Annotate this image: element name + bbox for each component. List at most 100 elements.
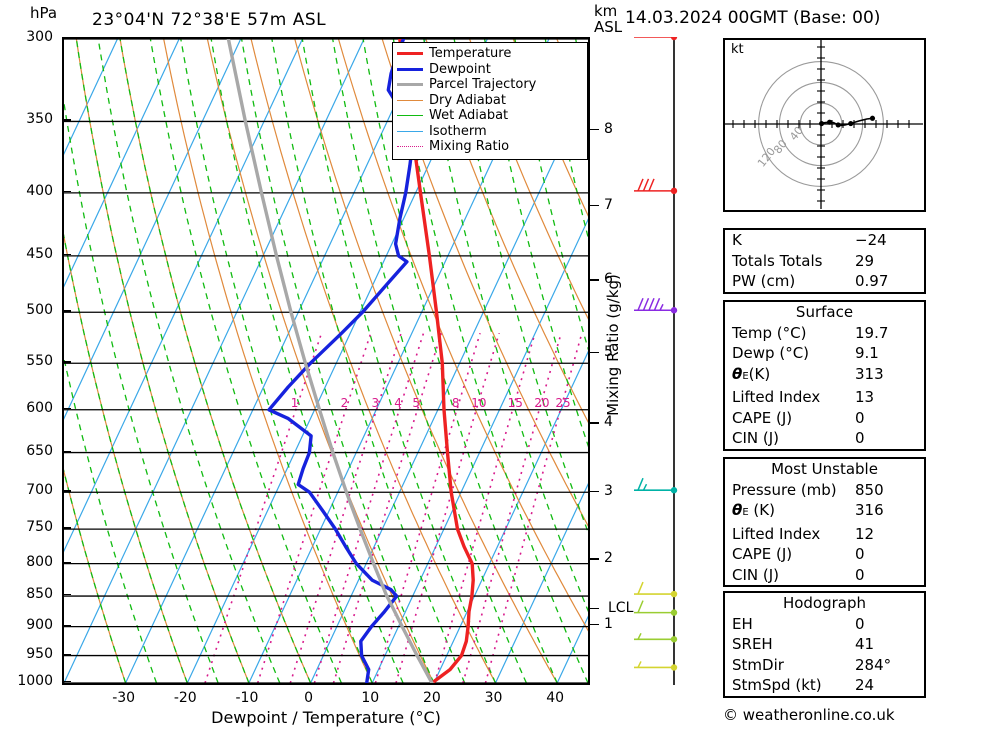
hodograph-unit-label: kt — [731, 42, 744, 57]
index-value: −24 — [855, 231, 887, 249]
lcl-label: LCL — [608, 599, 634, 616]
surface-parcel-box: Surface Temp (°C) 19.7 Dewp (°C) 9.1 θE(K) 313… — [723, 300, 926, 451]
index-key: PW (cm) — [732, 272, 796, 290]
pressure-tick — [62, 310, 71, 312]
pressure-tick-label: 1000 — [17, 673, 53, 689]
svg-text:25: 25 — [555, 396, 570, 410]
legend-label: Dewpoint — [429, 61, 491, 77]
pressure-tick-label: 700 — [26, 482, 53, 499]
surface-key: Dewp (°C) — [732, 344, 810, 362]
wind-barb — [634, 178, 678, 195]
unstable-row: Pressure (mb) 850 — [725, 480, 924, 501]
hodostat-key: EH — [732, 614, 753, 633]
pressure-tick-label: 500 — [26, 302, 53, 319]
legend-item: Dry Adiabat — [397, 93, 583, 109]
surface-key: CIN (J) — [732, 429, 780, 447]
height-tick — [590, 128, 599, 130]
svg-text:20: 20 — [534, 396, 549, 410]
pressure-tick-label: 400 — [26, 182, 53, 199]
legend-swatch — [397, 99, 423, 101]
pressure-tick — [62, 190, 71, 193]
hodostat-row: EH 0 — [725, 614, 924, 635]
surface-row: θE(K) 313 — [725, 364, 924, 388]
hodostat-row: SREH 41 — [725, 634, 924, 655]
svg-text:10: 10 — [471, 396, 486, 410]
surface-row: Temp (°C) 19.7 — [725, 323, 924, 344]
unstable-key: CIN (J) — [732, 565, 780, 584]
height-tick-label: 8 — [604, 120, 613, 137]
pressure-tick — [62, 37, 71, 39]
pressure-tick — [62, 624, 71, 627]
pressure-tick — [62, 490, 71, 492]
pressure-tick-label: 950 — [26, 645, 53, 662]
surface-value: 9.1 — [855, 344, 879, 362]
pressure-unit-label: hPa — [30, 4, 58, 22]
surface-row: Lifted Index 13 — [725, 387, 924, 408]
most-unstable-box: Most Unstable Pressure (mb) 850 θE (K) 316 Li… — [723, 457, 926, 587]
pressure-tick — [62, 407, 71, 410]
surface-row: Dewp (°C) 9.1 — [725, 343, 924, 364]
wind-barb — [634, 632, 678, 643]
legend-label: Isotherm — [429, 123, 487, 139]
legend-label: Temperature — [429, 46, 512, 62]
legend-item: Wet Adiabat — [397, 108, 583, 124]
pressure-tick-label: 650 — [26, 442, 53, 459]
svg-text:5: 5 — [412, 396, 420, 410]
hodograph-box: kt 40 80 120 — [723, 38, 926, 212]
legend-swatch — [397, 67, 423, 71]
height-tick-label: 6 — [604, 271, 613, 288]
hodostat-value: 284° — [855, 655, 892, 674]
surface-value: 19.7 — [855, 323, 889, 342]
legend-swatch — [397, 146, 423, 148]
surface-row: CIN (J) 0 — [725, 428, 924, 449]
legend-item: Isotherm — [397, 124, 583, 140]
index-row: K −24 — [725, 230, 924, 251]
unstable-row: CIN (J) 0 — [725, 565, 924, 586]
index-value: 0.97 — [855, 272, 889, 290]
pressure-tick-label: 300 — [26, 29, 53, 45]
temperature-tick-label: 40 — [546, 690, 565, 706]
unstable-key: Lifted Index — [732, 524, 821, 543]
pressure-tick — [62, 561, 71, 564]
temperature-tick-label: -10 — [235, 690, 259, 706]
pressure-tick-label: 350 — [26, 111, 53, 128]
surface-value: 313 — [855, 364, 884, 383]
model-run-title: 14.03.2024 00GMT (Base: 00) — [625, 8, 881, 28]
wind-barb-svg — [634, 25, 678, 685]
height-tick-label: 7 — [604, 196, 613, 213]
unstable-value: 0 — [855, 545, 865, 563]
surface-value: 13 — [855, 388, 875, 406]
hodostat-title: Hodograph — [782, 594, 867, 612]
unstable-value: 0 — [855, 565, 865, 584]
temperature-tick-label: 10 — [361, 690, 380, 706]
unstable-key: CAPE (J) — [732, 545, 793, 563]
wind-barb — [634, 661, 678, 671]
svg-text:40: 40 — [787, 124, 806, 143]
svg-text:2: 2 — [341, 396, 349, 410]
pressure-tick-label: 750 — [26, 519, 53, 536]
pressure-tick — [62, 681, 71, 683]
hodostat-value: 24 — [855, 676, 875, 694]
pressure-tick — [62, 594, 71, 596]
legend-swatch — [397, 52, 423, 56]
pressure-tick-label: 600 — [26, 399, 53, 416]
hodostat-key: SREH — [732, 635, 773, 653]
height-tick — [590, 558, 599, 560]
temperature-tick-label: 0 — [304, 690, 314, 706]
height-tick — [590, 491, 599, 493]
pressure-tick — [62, 450, 71, 452]
temperature-tick-label: 30 — [484, 690, 503, 706]
surface-key: θE(K) — [732, 364, 771, 383]
temperature-tick-label: -30 — [112, 690, 136, 706]
legend-label: Wet Adiabat — [429, 108, 509, 124]
height-tick — [590, 623, 599, 626]
unstable-key: Pressure (mb) — [732, 480, 837, 499]
pressure-tick-label: 800 — [26, 553, 53, 570]
altitude-unit-label-asl: ASL — [594, 18, 623, 36]
lcl-tick — [590, 607, 599, 610]
pressure-tick — [62, 253, 71, 256]
svg-text:3: 3 — [372, 396, 380, 410]
wind-barb-column — [620, 25, 692, 685]
